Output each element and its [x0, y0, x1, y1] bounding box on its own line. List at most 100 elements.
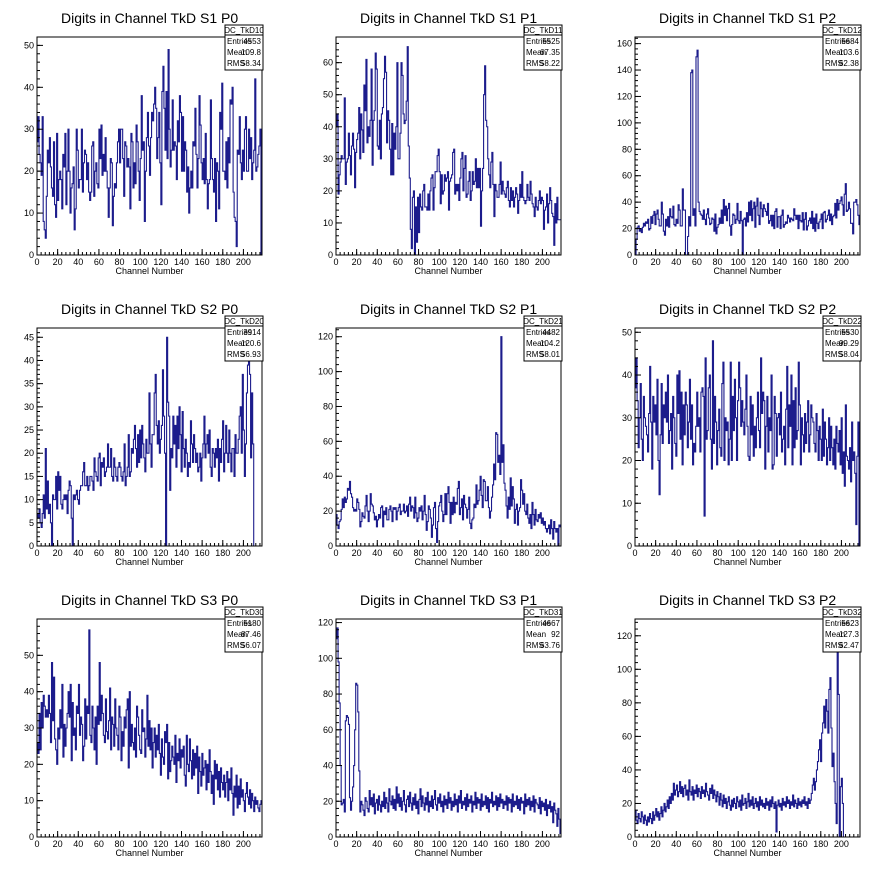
- chart-title: Digits in Channel TkD S2 P2: [659, 301, 836, 317]
- y-tick-label: 0: [328, 250, 333, 260]
- stats-box: [224, 606, 264, 653]
- x-axis-label: Channel Number: [415, 266, 483, 276]
- x-tick-label: 120: [153, 548, 168, 558]
- y-tick-label: 120: [617, 631, 632, 641]
- x-tick-label: 20: [352, 257, 362, 267]
- x-tick-label: 200: [236, 839, 251, 849]
- stats-value-mean: 67.35: [540, 48, 561, 57]
- y-tick-label: 30: [622, 413, 632, 423]
- x-tick-label: 120: [751, 548, 766, 558]
- x-tick-label: 180: [215, 257, 230, 267]
- y-tick-label: 30: [24, 723, 34, 733]
- stats-label: RMS: [526, 641, 544, 650]
- y-tick-label: 80: [323, 401, 333, 411]
- plot-frame: [335, 327, 562, 547]
- x-tick-label: 100: [133, 839, 148, 849]
- x-tick-label: 0: [34, 257, 39, 267]
- x-tick-label: 60: [94, 548, 104, 558]
- y-tick-label: 40: [24, 355, 34, 365]
- stats-value-mean: 109.8: [241, 48, 262, 57]
- y-tick-label: 100: [318, 653, 333, 663]
- y-tick-label: 45: [24, 332, 34, 342]
- x-tick-label: 40: [372, 257, 382, 267]
- stats-value-mean: 104.2: [540, 339, 561, 348]
- histogram-line: [336, 627, 561, 834]
- plot-frame: [634, 618, 861, 838]
- x-tick-label: 80: [414, 548, 424, 558]
- x-tick-label: 100: [731, 839, 746, 849]
- x-tick-label: 40: [372, 839, 382, 849]
- x-tick-label: 80: [713, 548, 723, 558]
- stats-value-mean: 127.3: [839, 630, 860, 639]
- histogram-line: [37, 336, 262, 547]
- stats-name: DC_TkD21: [523, 317, 563, 326]
- x-tick-label: 140: [473, 257, 488, 267]
- histogram-panel: Digits in Channel TkD S2 P2 0 10 20 30 40 50 0 2…: [622, 301, 862, 567]
- histogram-line: [336, 336, 561, 547]
- y-tick-label: 5: [29, 518, 34, 528]
- y-tick-label: 40: [323, 122, 333, 132]
- x-tick-label: 120: [751, 839, 766, 849]
- x-tick-label: 20: [53, 257, 63, 267]
- y-tick-label: 25: [24, 425, 34, 435]
- histogram-line: [635, 651, 860, 838]
- x-tick-label: 100: [133, 257, 148, 267]
- y-tick-label: 60: [622, 171, 632, 181]
- y-tick-label: 80: [622, 698, 632, 708]
- y-tick-label: 140: [617, 65, 632, 75]
- y-tick-label: 120: [318, 332, 333, 342]
- y-tick-label: 120: [617, 91, 632, 101]
- x-tick-label: 100: [432, 548, 447, 558]
- x-tick-label: 200: [535, 257, 550, 267]
- stats-value-entries: 4482: [542, 328, 560, 337]
- x-tick-label: 140: [772, 839, 787, 849]
- x-tick-label: 180: [215, 548, 230, 558]
- x-tick-label: 160: [793, 548, 808, 558]
- histogram-line: [336, 46, 561, 256]
- x-tick-label: 60: [94, 839, 104, 849]
- x-tick-label: 140: [473, 548, 488, 558]
- stats-value-mean: 99.29: [839, 339, 860, 348]
- x-tick-label: 120: [751, 257, 766, 267]
- stats-label: Entries: [825, 619, 850, 628]
- histogram-panel: Digits in Channel TkD S1 P2 0 20 40 60 80 100 1…: [617, 10, 862, 276]
- y-tick-label: 0: [328, 832, 333, 842]
- x-axis-label: Channel Number: [714, 848, 782, 858]
- stats-label: Entries: [526, 37, 551, 46]
- stats-value-rms: 56.07: [241, 641, 262, 650]
- x-tick-label: 160: [494, 257, 509, 267]
- x-tick-label: 0: [632, 548, 637, 558]
- x-tick-label: 140: [174, 548, 189, 558]
- y-tick-label: 20: [323, 796, 333, 806]
- stats-label: Mean: [526, 48, 546, 57]
- stats-label: Mean: [526, 630, 546, 639]
- x-tick-label: 40: [671, 548, 681, 558]
- x-tick-label: 80: [115, 257, 125, 267]
- stats-label: Mean: [227, 339, 247, 348]
- x-tick-label: 140: [174, 257, 189, 267]
- stats-label: Mean: [227, 48, 247, 57]
- stats-label: Entries: [825, 37, 850, 46]
- x-tick-label: 180: [514, 839, 529, 849]
- x-tick-label: 40: [671, 839, 681, 849]
- x-tick-label: 60: [393, 257, 403, 267]
- x-tick-label: 160: [494, 839, 509, 849]
- histogram-line: [635, 340, 860, 547]
- x-tick-label: 80: [713, 257, 723, 267]
- y-tick-label: 100: [318, 367, 333, 377]
- stats-value-rms: 58.22: [540, 59, 561, 68]
- stats-label: RMS: [227, 641, 245, 650]
- stats-label: RMS: [526, 59, 544, 68]
- stats-value-rms: 58.04: [839, 350, 860, 359]
- x-tick-label: 60: [692, 548, 702, 558]
- stats-value-rms: 58.01: [540, 350, 561, 359]
- x-tick-label: 80: [115, 548, 125, 558]
- x-tick-label: 200: [236, 548, 251, 558]
- y-tick-label: 50: [24, 650, 34, 660]
- histogram-panel: Digits in Channel TkD S3 P1 0 20 40 60 80 100 1…: [318, 592, 563, 858]
- stats-label: RMS: [227, 350, 245, 359]
- chart-title: Digits in Channel TkD S2 P1: [360, 301, 537, 317]
- y-tick-label: 0: [627, 250, 632, 260]
- x-tick-label: 160: [494, 548, 509, 558]
- stats-value-rms: 62.47: [839, 641, 860, 650]
